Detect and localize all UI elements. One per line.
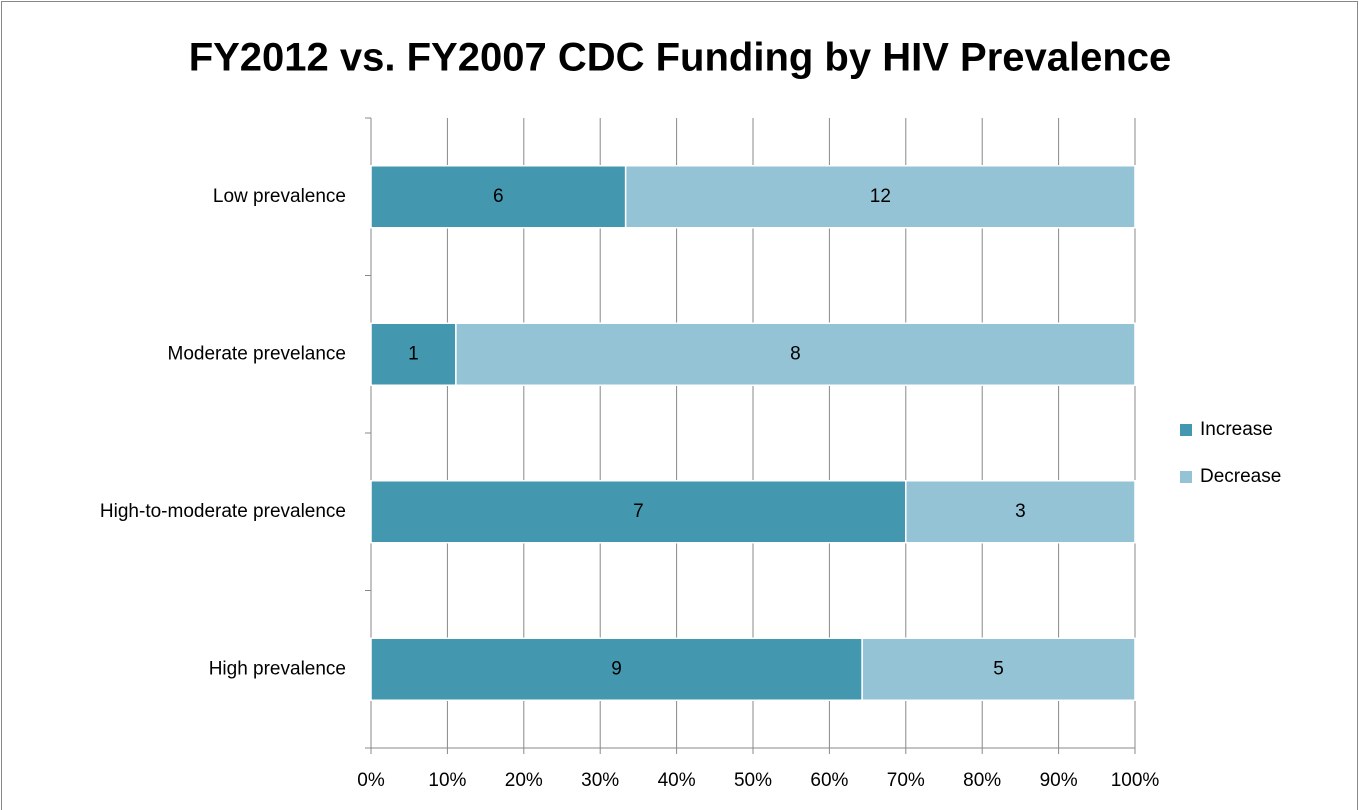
data-label: 1 xyxy=(408,343,419,364)
data-label: 3 xyxy=(1015,501,1026,522)
data-label: 6 xyxy=(493,186,504,207)
legend-label: Increase xyxy=(1200,419,1273,440)
y-tick-label: Moderate prevelance xyxy=(168,343,347,364)
x-tick-label: 10% xyxy=(428,770,466,791)
data-label: 5 xyxy=(993,658,1004,679)
legend-swatch xyxy=(1180,424,1192,436)
bar-segment xyxy=(905,480,1136,544)
bar-segment xyxy=(370,480,907,544)
x-tick-label: 30% xyxy=(581,770,619,791)
x-tick-label: 80% xyxy=(963,770,1001,791)
y-tick-label: High prevalence xyxy=(209,658,346,679)
bar-segment xyxy=(370,322,457,386)
legend-label: Decrease xyxy=(1200,466,1281,487)
x-tick-label: 40% xyxy=(658,770,696,791)
data-label: 8 xyxy=(790,343,801,364)
bar-segment xyxy=(370,637,863,701)
x-tick-label: 20% xyxy=(505,770,543,791)
x-tick-label: 60% xyxy=(810,770,848,791)
legend-swatch xyxy=(1180,471,1192,483)
bar-segment xyxy=(861,637,1136,701)
chart-title: FY2012 vs. FY2007 CDC Funding by HIV Pre… xyxy=(189,36,1172,80)
bar-segment xyxy=(624,165,1136,229)
bar-segment xyxy=(455,322,1136,386)
x-tick-label: 50% xyxy=(734,770,772,791)
x-tick-label: 90% xyxy=(1040,770,1078,791)
data-label: 12 xyxy=(870,186,891,207)
x-tick-label: 100% xyxy=(1111,770,1160,791)
y-tick-label: High-to-moderate prevalence xyxy=(100,501,346,522)
data-label: 7 xyxy=(633,501,644,522)
data-label: 9 xyxy=(611,658,622,679)
x-tick-label: 0% xyxy=(357,770,385,791)
y-tick-label: Low prevalence xyxy=(213,186,346,207)
x-tick-label: 70% xyxy=(887,770,925,791)
